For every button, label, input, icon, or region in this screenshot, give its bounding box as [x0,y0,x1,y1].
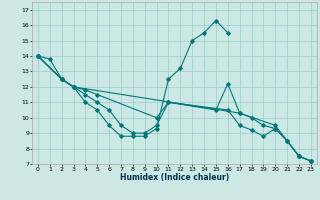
X-axis label: Humidex (Indice chaleur): Humidex (Indice chaleur) [120,173,229,182]
